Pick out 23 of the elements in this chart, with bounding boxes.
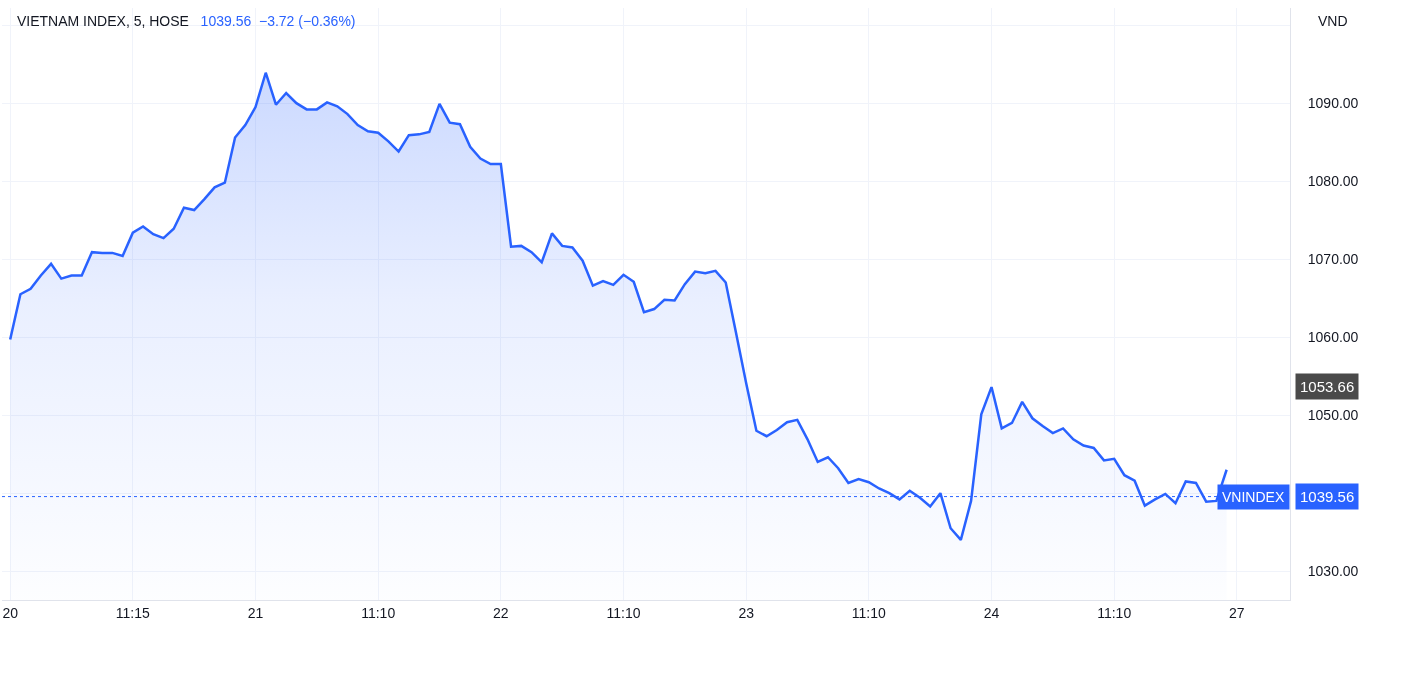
- series-label: VNINDEX: [1222, 489, 1285, 505]
- chart-title: VIETNAM INDEX, 5, HOSE: [17, 13, 189, 29]
- ref-line-label: 1039.56: [1300, 488, 1355, 505]
- x-tick-label: 27: [1229, 604, 1245, 621]
- x-tick-label: 24: [983, 604, 1000, 621]
- x-tick-label: 22: [493, 604, 509, 621]
- y-tick-label: 1050.00: [1307, 407, 1359, 424]
- y-tick-label: 1070.00: [1307, 251, 1359, 268]
- x-tick-label: 11:10: [606, 604, 641, 621]
- x-tick-label: 11:10: [361, 604, 396, 621]
- y-axis-title: VND: [1318, 13, 1348, 29]
- y-tick-label: 1080.00: [1307, 173, 1359, 190]
- x-tick-label: 21: [247, 604, 264, 621]
- text: 1053.66: [1300, 378, 1355, 395]
- chart-subtitle: 1039.56 −3.72 (−0.36%): [200, 13, 356, 29]
- y-tick-label: 1090.00: [1307, 95, 1359, 112]
- x-tick-label: 20: [2, 604, 19, 621]
- y-tick-label: 1060.00: [1307, 329, 1359, 346]
- x-tick-label: 11:15: [115, 604, 151, 621]
- x-tick-label: 23: [738, 604, 755, 621]
- x-tick-label: 11:10: [851, 604, 887, 621]
- x-tick-label: 11:10: [1097, 604, 1132, 621]
- y-tick-label: 1030.00: [1307, 563, 1359, 580]
